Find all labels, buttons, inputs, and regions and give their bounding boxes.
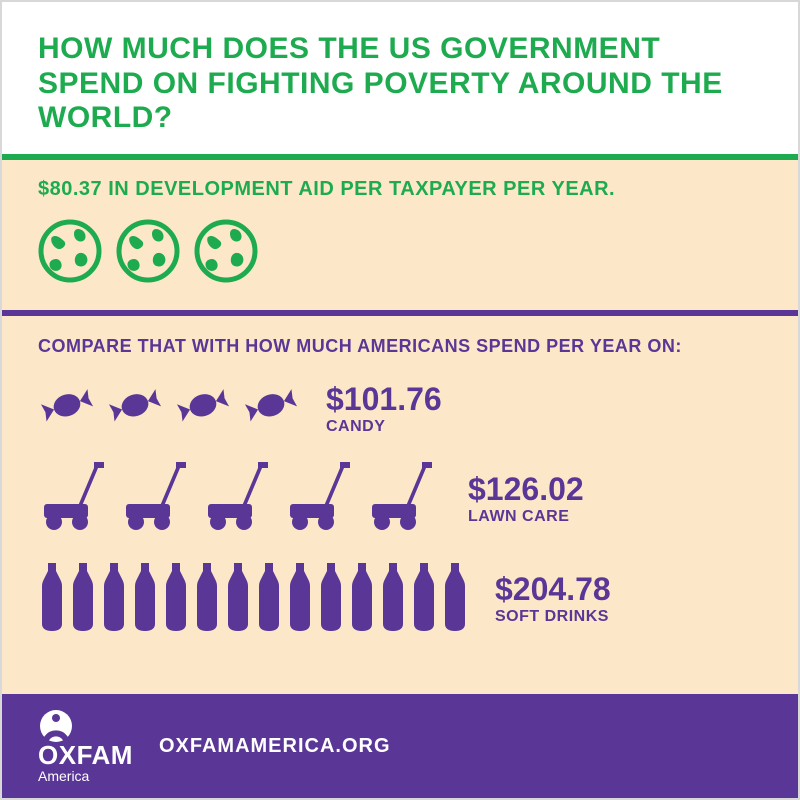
bottle-icon [193,561,221,636]
bottle-icon [193,561,221,631]
compare-label: $126.02LAWN CARE [468,471,584,526]
candy-icon [174,385,232,431]
oxfam-mark-icon [38,708,74,744]
mower-icon [284,458,360,534]
aid-section: $80.37 IN DEVELOPMENT AID PER TAXPAYER P… [2,160,798,310]
globe-icon [194,219,258,288]
mower-icon [284,458,360,539]
mower-icon [38,458,114,534]
bottle-icon [69,561,97,636]
candy-icon [106,385,164,426]
candy-icon [242,385,300,426]
candy-icon [174,385,232,426]
bottle-icon [69,561,97,631]
bottle-icon [410,561,438,636]
oxfam-subtext: America [38,768,89,784]
compare-row: $101.76CANDY [38,381,762,436]
compare-label: $101.76CANDY [326,381,442,436]
candy-icon [106,385,164,431]
bottle-icon [379,561,407,636]
compare-rows-container: $101.76CANDY $126.02LAWN CARE [38,381,762,636]
mower-icon [120,458,196,534]
mower-icon [366,458,442,539]
bottle-icon [255,561,283,631]
bottle-icon [286,561,314,631]
bottle-icon [441,561,469,636]
globe-icon [116,219,180,283]
bottle-icon [348,561,376,636]
bottle-icon [410,561,438,631]
compare-row: $126.02LAWN CARE [38,458,762,539]
compare-icon-row [38,561,469,636]
bottle-icon [286,561,314,636]
aid-headline: $80.37 IN DEVELOPMENT AID PER TAXPAYER P… [38,178,762,201]
bottle-icon [317,561,345,636]
bottle-icon [38,561,66,636]
bottle-icon [379,561,407,631]
bottle-icon [348,561,376,631]
oxfam-logo: OXFAM America [38,708,133,783]
bottle-icon [131,561,159,636]
bottle-icon [224,561,252,636]
globe-icon [38,219,102,288]
bottle-icon [38,561,66,631]
bottle-icon [224,561,252,631]
bottle-icon [255,561,283,636]
compare-icon-row [38,385,300,431]
footer-url: OXFAMAMERICA.ORG [159,735,391,758]
mower-icon [202,458,278,539]
footer: OXFAM America OXFAMAMERICA.ORG [2,694,798,798]
candy-icon [242,385,300,431]
mower-icon [202,458,278,534]
compare-label: $204.78SOFT DRINKS [495,571,611,626]
bottle-icon [100,561,128,636]
globe-icon [116,219,180,288]
mower-icon [38,458,114,539]
compare-headline: COMPARE THAT WITH HOW MUCH AMERICANS SPE… [38,336,762,357]
bottle-icon [317,561,345,631]
compare-icon-row [38,458,442,539]
main-title: HOW MUCH DOES THE US GOVERNMENT SPEND ON… [38,32,762,136]
candy-icon [38,385,96,426]
globe-icon [38,219,102,283]
mower-icon [366,458,442,534]
bottle-icon [441,561,469,631]
title-block: HOW MUCH DOES THE US GOVERNMENT SPEND ON… [2,2,798,154]
oxfam-wordmark: OXFAM [38,744,133,767]
mower-icon [120,458,196,539]
compare-section: COMPARE THAT WITH HOW MUCH AMERICANS SPE… [2,316,798,695]
compare-category: LAWN CARE [468,508,584,526]
compare-row: $204.78SOFT DRINKS [38,561,762,636]
globe-icon [194,219,258,283]
bottle-icon [162,561,190,631]
compare-category: SOFT DRINKS [495,608,611,626]
bottle-icon [162,561,190,636]
infographic-frame: HOW MUCH DOES THE US GOVERNMENT SPEND ON… [0,0,800,800]
compare-category: CANDY [326,418,442,436]
aid-icon-row [38,219,762,288]
compare-amount: $204.78 [495,571,611,608]
bottle-icon [100,561,128,631]
candy-icon [38,385,96,431]
bottle-icon [131,561,159,631]
compare-amount: $126.02 [468,471,584,508]
compare-amount: $101.76 [326,381,442,418]
